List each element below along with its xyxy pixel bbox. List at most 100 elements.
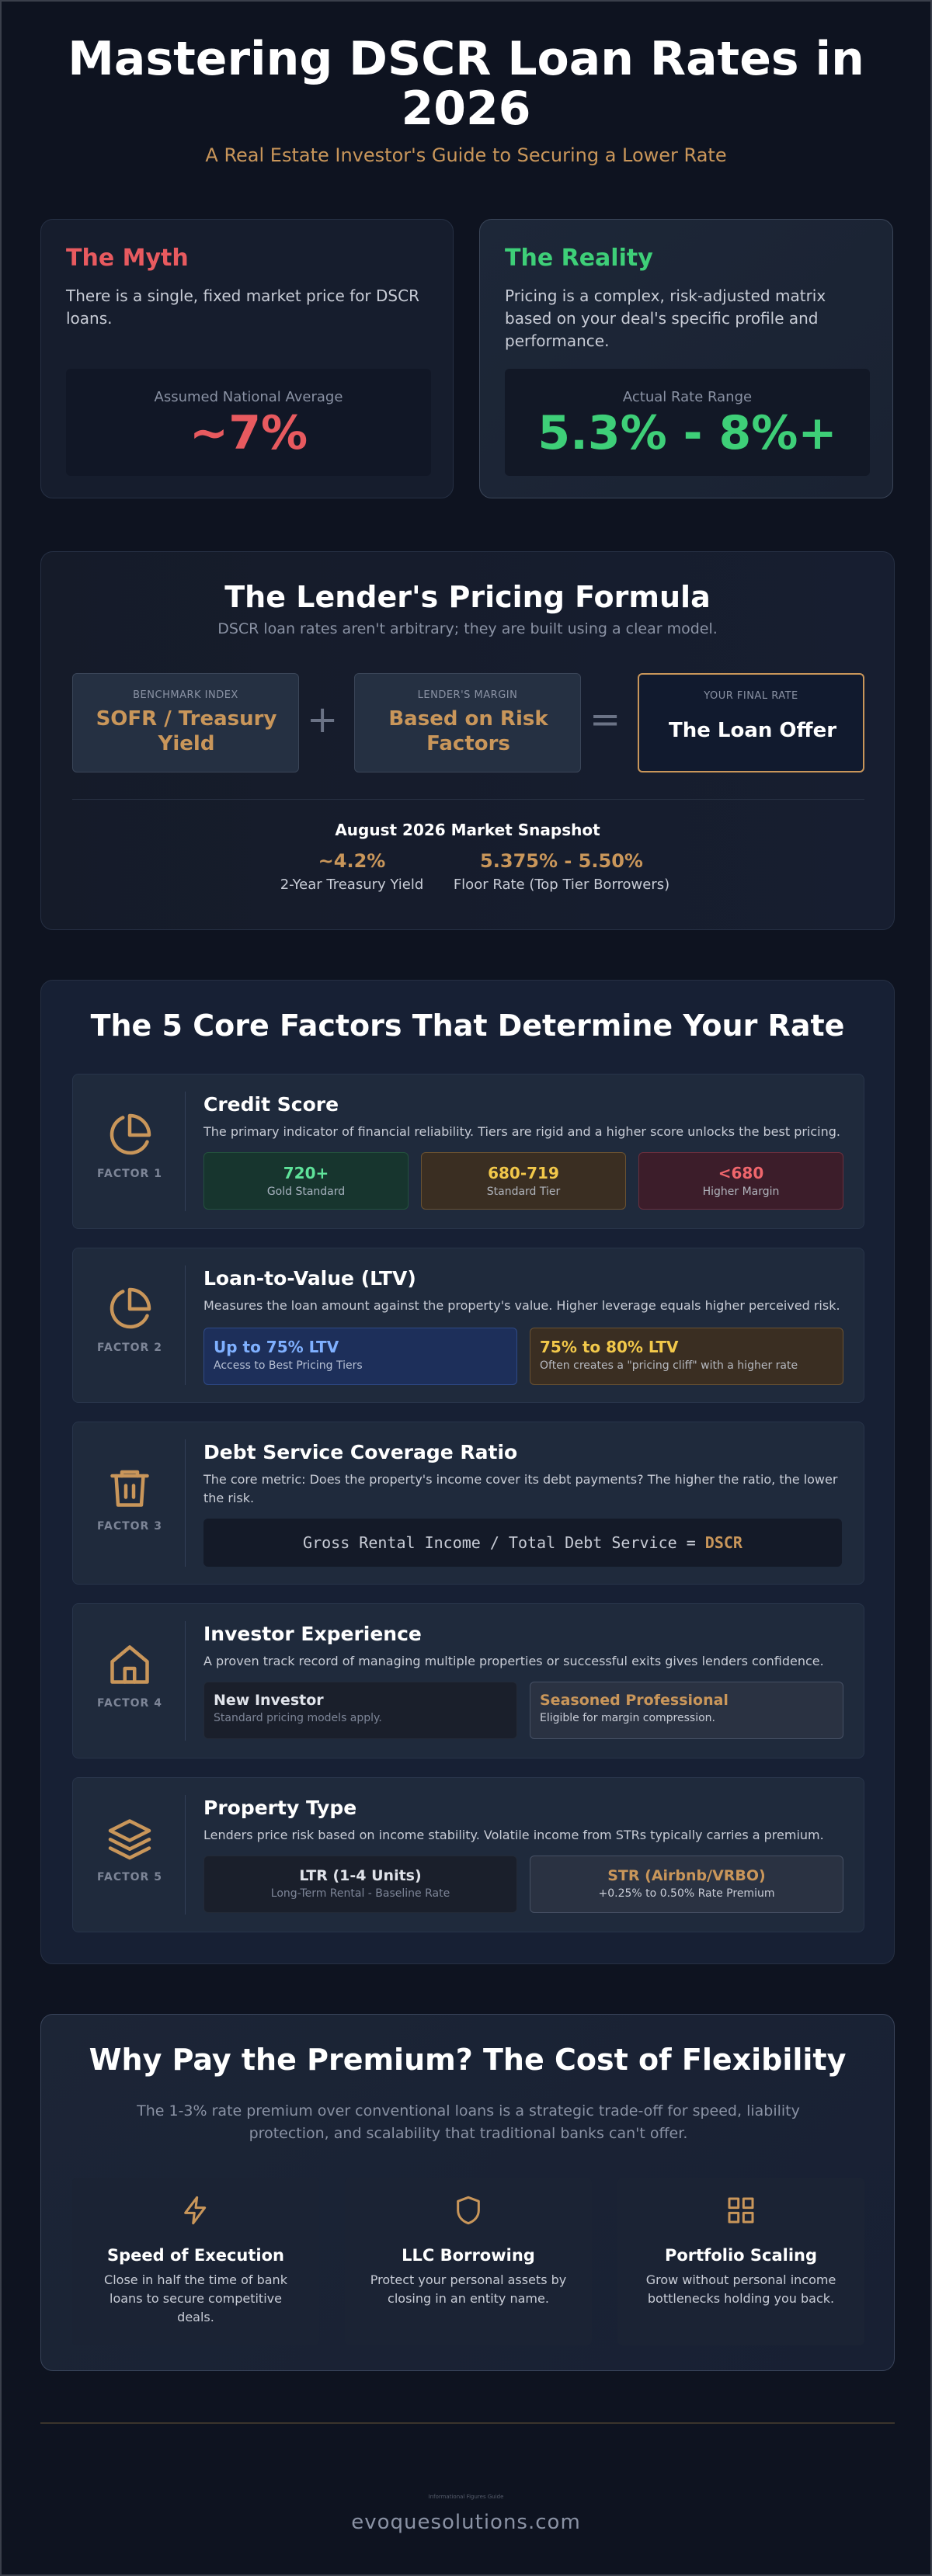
factor-label: FACTOR 4: [97, 1697, 162, 1710]
reality-card: The Reality Pricing is a complex, risk-a…: [479, 219, 893, 498]
factor-label: FACTOR 3: [97, 1520, 162, 1533]
factor-title: Loan-to-Value (LTV): [203, 1267, 416, 1290]
benefit-heading: LLC Borrowing: [402, 2246, 535, 2265]
factor-title: Investor Experience: [203, 1623, 422, 1645]
tier-value: LTR (1-4 Units): [299, 1867, 422, 1884]
benchmark-label: BENCHMARK INDEX: [133, 689, 238, 701]
factor-icon-wrap: FACTOR 1: [96, 1112, 163, 1180]
core-factors-section: The 5 Core Factors That Determine Your R…: [40, 980, 895, 1964]
factor-label: FACTOR 2: [97, 1342, 162, 1354]
factor-property-type: FACTOR 5 Property Type Lenders price ris…: [72, 1777, 864, 1932]
tier-seasoned-professional: Seasoned Professional Eligible for margi…: [530, 1682, 843, 1739]
lightning-icon: [184, 2196, 207, 2225]
pie-chart-icon: [110, 1287, 151, 1329]
why-title: Why Pay the Premium? The Cost of Flexibi…: [89, 2043, 847, 2077]
why-premium-section: Why Pay the Premium? The Cost of Flexibi…: [40, 2014, 895, 2371]
tier-value: 75% to 80% LTV: [540, 1338, 679, 1356]
tier-value: 680-719: [488, 1164, 559, 1182]
home-icon: [110, 1645, 149, 1684]
layers-icon: [108, 1819, 151, 1860]
factor-label: FACTOR 1: [97, 1168, 162, 1180]
benchmark-box: BENCHMARK INDEX SOFR / Treasury Yield: [72, 673, 299, 772]
myth-stat: Assumed National Average ~7%: [66, 369, 431, 476]
reality-stat-value: 5.3% - 8%+: [537, 406, 837, 460]
dscr-formula-result: DSCR: [704, 1533, 742, 1552]
reality-heading: The Reality: [505, 245, 653, 272]
formula-divider: [72, 799, 864, 800]
benefit-heading: Speed of Execution: [106, 2246, 284, 2265]
tier-caption: Access to Best Pricing Tiers: [214, 1359, 363, 1372]
factor-dscr: FACTOR 3 Debt Service Coverage Ratio The…: [72, 1422, 864, 1585]
snapshot-label: 2-Year Treasury Yield: [280, 877, 424, 893]
tier-standard: 680-719 Standard Tier: [421, 1152, 626, 1210]
page-subtitle: A Real Estate Investor's Guide to Securi…: [205, 144, 727, 166]
tier-value: Up to 75% LTV: [214, 1338, 339, 1356]
factor-icon-wrap: FACTOR 5: [96, 1815, 163, 1883]
benefit-portfolio: Portfolio Scaling Grow without personal …: [617, 2178, 864, 2345]
final-value: The Loan Offer: [668, 719, 837, 742]
factor-title: Property Type: [203, 1797, 357, 1819]
factor-icon-wrap: FACTOR 2: [96, 1286, 163, 1354]
benefit-heading: Portfolio Scaling: [664, 2246, 818, 2265]
factor-separator: [185, 1439, 186, 1567]
margin-box: LENDER'S MARGIN Based on Risk Factors: [354, 673, 581, 772]
myth-body: There is a single, fixed market price fo…: [66, 286, 419, 328]
factors-title: The 5 Core Factors That Determine Your R…: [90, 1009, 845, 1043]
factor-title: Debt Service Coverage Ratio: [203, 1441, 518, 1463]
pricing-formula-section: The Lender's Pricing Formula DSCR loan r…: [40, 551, 895, 930]
formula-title: The Lender's Pricing Formula: [224, 580, 711, 614]
tier-value: STR (Airbnb/VRBO): [607, 1867, 766, 1884]
factor-description: The primary indicator of financial relia…: [203, 1124, 840, 1139]
tier-caption: Gold Standard: [266, 1186, 346, 1198]
factor-separator: [185, 1092, 186, 1211]
footer-url[interactable]: evoquesolutions.com: [351, 2511, 581, 2534]
pie-chart-icon: [110, 1113, 151, 1155]
tier-caption: +0.25% to 0.50% Rate Premium: [598, 1887, 775, 1900]
tier-caption: Long-Term Rental - Baseline Rate: [270, 1887, 450, 1900]
factor-credit-score: FACTOR 1 Credit Score The primary indica…: [72, 1074, 864, 1229]
benefit-llc: LLC Borrowing Protect your personal asse…: [345, 2178, 592, 2345]
page-title: Mastering DSCR Loan Rates in 2026: [68, 32, 864, 136]
myth-heading: The Myth: [66, 245, 189, 272]
snapshot-floor-rate: 5.375% - 5.50% Floor Rate (Top Tier Borr…: [429, 850, 694, 893]
tier-gold: 720+ Gold Standard: [203, 1152, 409, 1210]
snapshot-label: Floor Rate (Top Tier Borrowers): [453, 877, 670, 893]
tier-value: Seasoned Professional: [540, 1692, 729, 1709]
factor-separator: [185, 1795, 186, 1915]
tier-caption: Standard pricing models apply.: [214, 1712, 382, 1724]
factor-icon-wrap: FACTOR 3: [96, 1464, 163, 1533]
final-rate-box: YOUR FINAL RATE The Loan Offer: [638, 673, 864, 772]
factor-description: The core metric: Does the property's inc…: [203, 1472, 838, 1505]
factor-description: Lenders price risk based on income stabi…: [203, 1828, 824, 1842]
why-subtitle: The 1-3% rate premium over conventional …: [137, 2102, 800, 2142]
dscr-formula-text: Gross Rental Income / Total Debt Service…: [303, 1533, 705, 1552]
benchmark-value: SOFR / Treasury Yield: [96, 707, 277, 755]
factor-description: A proven track record of managing multip…: [203, 1654, 824, 1668]
factor-separator: [185, 1265, 186, 1385]
tier-75-to-80: 75% to 80% LTV Often creates a "pricing …: [530, 1328, 843, 1385]
snapshot-title: August 2026 Market Snapshot: [335, 821, 600, 839]
tier-caption: Often creates a "pricing cliff" with a h…: [540, 1359, 798, 1372]
benefit-description: Close in half the time of bank loans to …: [104, 2272, 287, 2324]
tier-value: 720+: [283, 1164, 329, 1182]
dscr-formula: Gross Rental Income / Total Debt Service…: [203, 1519, 842, 1567]
factor-description: Measures the loan amount against the pro…: [203, 1298, 840, 1313]
benefit-description: Protect your personal assets by closing …: [370, 2272, 567, 2306]
tier-str: STR (Airbnb/VRBO) +0.25% to 0.50% Rate P…: [530, 1856, 843, 1913]
benefit-speed: Speed of Execution Close in half the tim…: [72, 2178, 319, 2345]
tier-higher-margin: <680 Higher Margin: [638, 1152, 843, 1210]
equals-sign: =: [589, 698, 621, 741]
reality-stat-label: Actual Rate Range: [622, 389, 753, 405]
margin-label: LENDER'S MARGIN: [417, 689, 518, 701]
grid-icon: [728, 2197, 754, 2224]
footer-note: Informational Figures Guide: [428, 2494, 504, 2500]
shield-icon: [457, 2196, 480, 2225]
benefit-description: Grow without personal income bottlenecks…: [645, 2272, 836, 2306]
factor-title: Credit Score: [203, 1093, 339, 1116]
tier-value: New Investor: [214, 1692, 324, 1709]
plus-sign: +: [307, 698, 339, 741]
tier-caption: Standard Tier: [486, 1186, 561, 1198]
reality-stat: Actual Rate Range 5.3% - 8%+: [505, 369, 870, 476]
tier-ltr: LTR (1-4 Units) Long-Term Rental - Basel…: [203, 1856, 517, 1913]
margin-value: Based on Risk Factors: [388, 707, 548, 755]
